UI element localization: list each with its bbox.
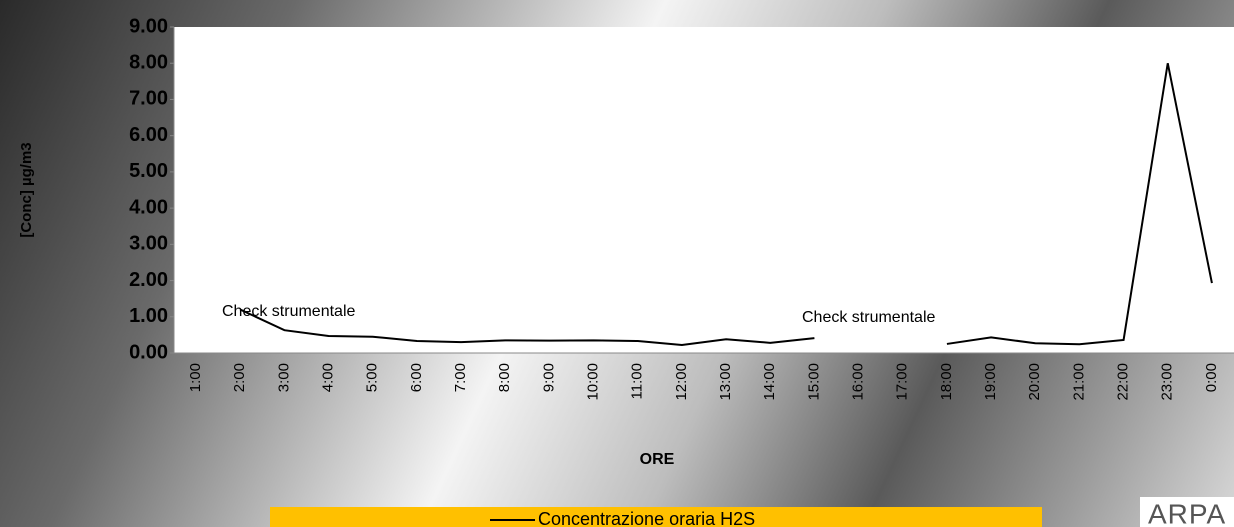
- annotation: Check strumentale: [802, 309, 935, 326]
- legend: [270, 507, 1042, 527]
- x-tick-label: 8:00: [496, 363, 513, 392]
- x-tick-label: 11:00: [629, 363, 646, 399]
- x-tick-label: 19:00: [982, 363, 999, 401]
- x-tick-label: 2:00: [231, 363, 248, 392]
- x-axis-label: ORE: [640, 451, 675, 468]
- x-tick-label: 9:00: [540, 363, 557, 392]
- x-tick-label: 1:00: [187, 363, 204, 392]
- x-tick-label: 17:00: [894, 363, 911, 401]
- y-tick-label: 1.00: [129, 305, 168, 327]
- y-tick-label: 6.00: [129, 124, 168, 146]
- x-tick-label: 21:00: [1070, 363, 1087, 401]
- y-tick-label: 5.00: [129, 160, 168, 182]
- x-tick-label: 16:00: [850, 363, 867, 401]
- y-tick-label: 0.00: [129, 341, 168, 363]
- series-line: [239, 308, 815, 347]
- y-tick-label: 9.00: [129, 15, 168, 37]
- x-tick-label: 0:00: [1203, 363, 1220, 392]
- plot-area: [174, 27, 1234, 353]
- logo-box: [1140, 497, 1234, 527]
- x-tick-label: 15:00: [805, 363, 822, 401]
- x-tick-label: 7:00: [452, 363, 469, 392]
- y-axis-label: [Conc] µg/m3: [18, 142, 35, 237]
- x-tick-label: 14:00: [761, 363, 778, 401]
- x-tick-label: 5:00: [364, 363, 381, 392]
- x-tick-label: 13:00: [717, 363, 734, 401]
- y-tick-label: 4.00: [129, 196, 168, 218]
- x-tick-label: 6:00: [408, 363, 425, 392]
- x-tick-label: 18:00: [938, 363, 955, 401]
- y-tick-label: 3.00: [129, 233, 168, 255]
- series-line: [946, 63, 1213, 346]
- y-tick-label: 8.00: [129, 52, 168, 74]
- x-tick-label: 22:00: [1115, 363, 1132, 401]
- legend-label: Concentrazione oraria H2S: [538, 509, 755, 527]
- logo: ARPA: [1148, 498, 1226, 527]
- annotation: Check strumentale: [222, 303, 355, 320]
- x-tick-label: 20:00: [1026, 363, 1043, 401]
- x-tick-label: 10:00: [585, 363, 602, 401]
- x-tick-label: 12:00: [673, 363, 690, 401]
- y-tick-label: 2.00: [129, 269, 168, 291]
- x-tick-label: 23:00: [1159, 363, 1176, 401]
- y-tick-label: 7.00: [129, 88, 168, 110]
- x-tick-label: 3:00: [275, 363, 292, 392]
- x-tick-label: 4:00: [320, 363, 337, 392]
